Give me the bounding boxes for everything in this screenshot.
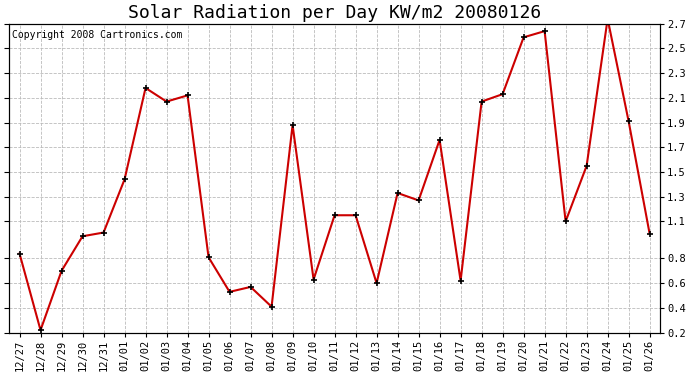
Text: Copyright 2008 Cartronics.com: Copyright 2008 Cartronics.com bbox=[12, 30, 183, 40]
Title: Solar Radiation per Day KW/m2 20080126: Solar Radiation per Day KW/m2 20080126 bbox=[128, 4, 541, 22]
